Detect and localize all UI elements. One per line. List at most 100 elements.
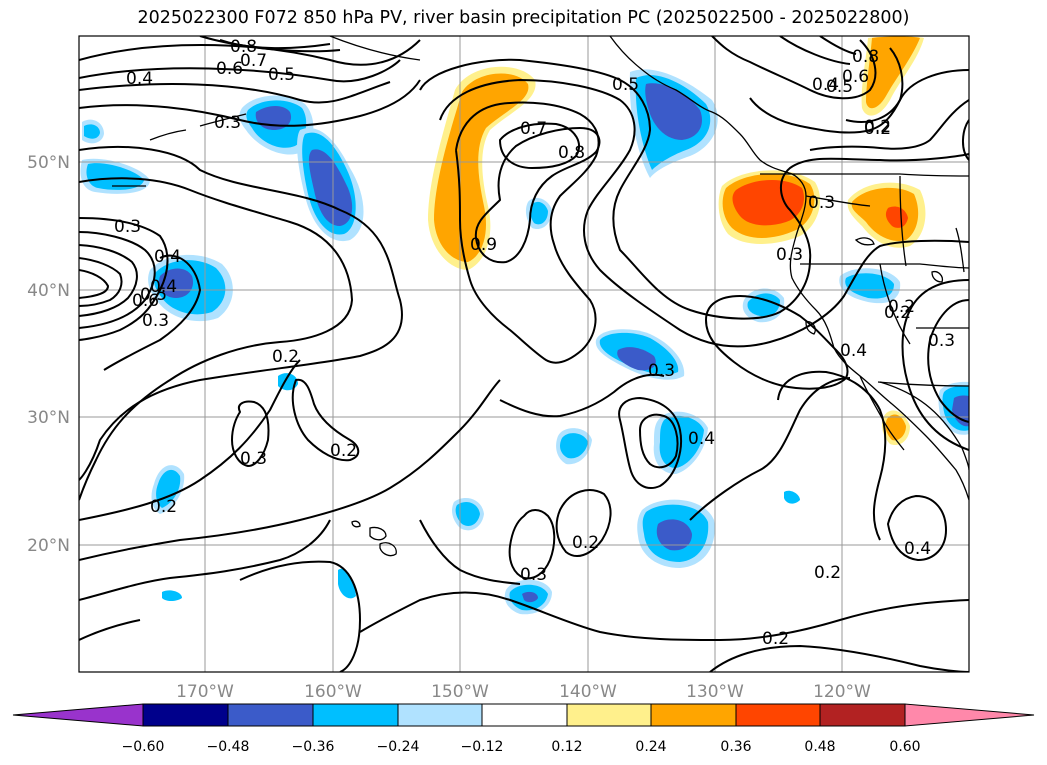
contour-line <box>79 217 169 341</box>
contour-line <box>711 36 877 100</box>
contour-label: 0.6 <box>132 291 159 311</box>
contour-label: 0.5 <box>612 75 639 95</box>
contour-label: 0.3 <box>776 245 803 265</box>
contour-line <box>508 509 556 580</box>
state-border <box>955 227 965 273</box>
contour-label: 0.7 <box>240 51 267 71</box>
contour-label: 0.6 <box>216 59 243 79</box>
contour-line <box>79 379 501 561</box>
shade-blob-negative <box>158 268 194 298</box>
contour-line <box>199 36 341 53</box>
contour-label: 0.5 <box>268 65 295 85</box>
shade-blob-negative <box>530 201 548 225</box>
coastline-baja <box>859 375 905 451</box>
colorbar-tick-label: 0.36 <box>720 739 751 755</box>
colorbar-tick-label: −0.24 <box>377 739 420 755</box>
colorbar <box>12 703 1035 727</box>
shade-blob-negative <box>784 490 800 504</box>
lon-tick-label: 170°W <box>176 682 234 702</box>
contour-label: 0.3 <box>240 449 267 469</box>
coastlines <box>112 36 969 557</box>
contour-line <box>499 122 581 169</box>
colorbar-swatch <box>819 703 906 727</box>
contour-line <box>779 36 851 65</box>
shade-blob-negative <box>645 83 702 140</box>
contour-line <box>819 36 857 55</box>
colorbar-swatch <box>142 703 229 727</box>
contour-label: 0.3 <box>142 311 169 331</box>
island-hawaii <box>369 526 387 541</box>
state-border <box>879 263 911 345</box>
contour-line <box>79 231 156 329</box>
colorbar-swatch <box>312 703 399 727</box>
shade-blob-positive <box>885 414 906 441</box>
contour-line <box>79 81 391 104</box>
colorbar-swatch <box>481 703 568 727</box>
colorbar-tick-label: 0.48 <box>804 739 835 755</box>
contour-line <box>887 495 947 561</box>
contour-line <box>927 299 969 423</box>
lat-tick-label: 20°N <box>27 536 70 556</box>
lon-tick-label: 120°W <box>813 682 871 702</box>
contour-label: 0.8 <box>230 37 257 57</box>
lon-tick-label: 150°W <box>431 682 489 702</box>
state-border <box>805 195 871 207</box>
contour-label: 0.6 <box>842 67 869 87</box>
contour-line <box>79 519 331 601</box>
border-canada-us <box>760 173 969 177</box>
contour-label: 0.3 <box>114 217 141 237</box>
contour-line <box>901 279 969 451</box>
colorbar-tick-label: 0.60 <box>889 739 920 755</box>
island-hawaii <box>379 542 397 557</box>
contour-line <box>639 413 679 469</box>
contour-line <box>79 257 123 307</box>
contour-label: 0.2 <box>814 563 841 583</box>
contour-line <box>777 370 887 541</box>
contour-line <box>474 127 601 264</box>
shade-blob-negative <box>522 591 538 603</box>
contour-label: 0.8 <box>558 143 585 163</box>
contour-label: 0.2 <box>150 497 177 517</box>
map-frame <box>78 35 970 673</box>
shade-blob-negative <box>747 293 780 317</box>
coastline-alaska <box>329 36 421 61</box>
shade-blob-positive <box>434 73 529 262</box>
lon-tick-label: 140°W <box>559 682 617 702</box>
contour-label: 0.4 <box>126 69 153 89</box>
shade-blob-positive <box>885 206 908 228</box>
contour-label: 0.2 <box>330 441 357 461</box>
contour-line <box>79 177 353 501</box>
lon-tick-label: 130°W <box>686 682 744 702</box>
shade-blob-negative <box>560 433 588 459</box>
lon-tick-label: 160°W <box>304 682 362 702</box>
contour-label: 0.4 <box>150 277 177 297</box>
contour-line <box>79 39 421 66</box>
contour-label: 0.3 <box>928 331 955 351</box>
colorbar-tick-label: 0.12 <box>551 739 582 755</box>
state-border <box>800 263 969 269</box>
colorbar-tick-label: −0.60 <box>122 739 165 755</box>
contour-label: 0.3 <box>520 565 547 585</box>
shade-blob-negative <box>952 395 969 427</box>
contour-line <box>79 79 421 127</box>
contour-labels: 0.8 0.7 0.6 0.5 0.4 0.3 0.3 0.5 0.7 0.8 … <box>114 37 955 649</box>
contour-line <box>555 489 612 557</box>
colorbar-swatch <box>397 703 483 727</box>
graticule <box>79 36 969 672</box>
map-title: 2025022300 F072 850 hPa PV, river basin … <box>137 8 910 28</box>
island-hawaii <box>351 520 361 528</box>
contour-label: 0.2 <box>572 533 599 553</box>
contour-label: 0.5 <box>140 285 167 305</box>
island-aleutian <box>149 129 187 141</box>
island-offshore <box>854 237 875 246</box>
colorbar-swatch <box>227 703 314 727</box>
shade-blob-negative <box>455 502 480 526</box>
border-us-mexico <box>877 381 969 387</box>
colorbar-tick-label: −0.12 <box>461 739 504 755</box>
contour-line <box>439 79 969 348</box>
lat-tick-label: 50°N <box>27 153 70 173</box>
colorbar-tick-label: −0.48 <box>207 739 250 755</box>
contour-line <box>749 69 969 134</box>
contour-label: 0.2 <box>864 117 891 137</box>
contour-label: 0.2 <box>272 347 299 367</box>
